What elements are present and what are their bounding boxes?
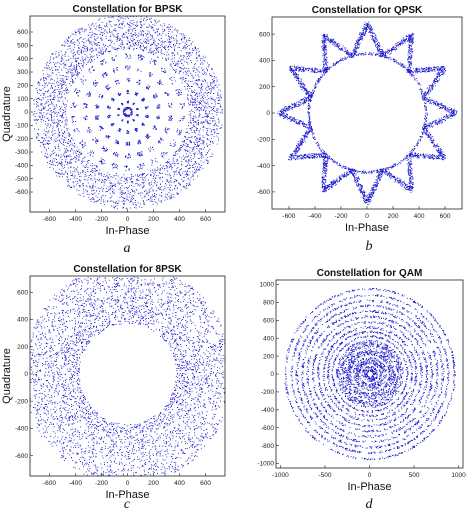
point-cloud bbox=[32, 16, 223, 210]
y-tick-label: -300 bbox=[15, 149, 28, 156]
y-tick-label: -200 bbox=[261, 389, 274, 396]
x-tick-label: 500 bbox=[409, 472, 420, 479]
y-tick-label: 0 bbox=[24, 109, 28, 116]
x-tick-label: 400 bbox=[174, 480, 185, 487]
x-axis-label: In-Phase bbox=[345, 222, 389, 234]
y-tick-label: 600 bbox=[17, 290, 28, 297]
y-tick-label: -400 bbox=[261, 407, 274, 414]
y-tick-label: 400 bbox=[259, 58, 270, 65]
x-tick-label: -200 bbox=[95, 480, 108, 487]
x-tick-label: 1000 bbox=[451, 472, 466, 479]
x-tick-label: 0 bbox=[126, 216, 130, 223]
data-points bbox=[32, 16, 223, 210]
x-tick-label: -600 bbox=[282, 213, 295, 220]
y-tick-label: 300 bbox=[17, 69, 28, 76]
chart-panel-2: -600 -400 -200 0 200 400 600 -600 -400 -200 0 200 40… bbox=[257, 5, 463, 254]
panel-letter: b bbox=[366, 239, 373, 254]
x-tick-label: 200 bbox=[148, 480, 159, 487]
point-cloud bbox=[277, 21, 458, 205]
x-tick-label: -500 bbox=[318, 472, 331, 479]
y-tick-label: 400 bbox=[17, 317, 28, 324]
y-tick-label: -200 bbox=[15, 398, 28, 405]
y-tick-label: -500 bbox=[15, 176, 28, 183]
y-tick-label: -100 bbox=[15, 123, 28, 130]
y-tick-label: -600 bbox=[15, 453, 28, 460]
x-tick-label: -1000 bbox=[272, 472, 289, 479]
y-tick-label: 400 bbox=[17, 56, 28, 63]
y-tick-label: -800 bbox=[261, 443, 274, 450]
x-tick-label: -200 bbox=[95, 216, 108, 223]
y-tick-label: 0 bbox=[266, 110, 270, 117]
plot-frame bbox=[271, 16, 463, 210]
y-tick-label: 200 bbox=[17, 344, 28, 351]
panel-letter: a bbox=[124, 241, 131, 256]
chart-panel-4: -1000 -500 0 500 1000 -1000 -800 -600 -400 -200 0 2… bbox=[257, 268, 466, 512]
panel-letter: d bbox=[366, 497, 374, 512]
x-tick-label: -400 bbox=[69, 480, 82, 487]
y-tick-label: -400 bbox=[15, 426, 28, 433]
chart-panel-1: -600 -400 -200 0 200 400 600 -600 -500 -400 -300 -2… bbox=[1, 4, 226, 256]
y-tick-label: 400 bbox=[263, 335, 274, 342]
x-tick-label: -600 bbox=[43, 480, 56, 487]
x-tick-label: 600 bbox=[200, 480, 211, 487]
x-tick-label: -600 bbox=[43, 216, 56, 223]
y-tick-label: 800 bbox=[263, 300, 274, 307]
x-tick-label: 400 bbox=[174, 216, 185, 223]
y-tick-label: 500 bbox=[17, 43, 28, 50]
x-tick-label: 400 bbox=[414, 213, 425, 220]
chart-title: Constellation for QAM bbox=[317, 268, 423, 279]
x-tick-label: 200 bbox=[148, 216, 159, 223]
y-axis-label: Quadrature bbox=[1, 86, 13, 142]
x-tick-label: -400 bbox=[69, 216, 82, 223]
point-cloud bbox=[30, 276, 225, 476]
y-tick-label: 600 bbox=[263, 317, 274, 324]
chart-title: Constellation for BPSK bbox=[72, 4, 183, 15]
y-tick-label: -600 bbox=[257, 189, 270, 196]
y-axis-label: Quadrature bbox=[1, 348, 13, 404]
y-tick-label: 600 bbox=[17, 29, 28, 36]
y-tick-label: 1000 bbox=[260, 282, 275, 289]
x-tick-label: 600 bbox=[200, 216, 211, 223]
y-tick-label: -200 bbox=[257, 137, 270, 144]
y-tick-label: -1000 bbox=[257, 461, 274, 468]
x-tick-label: 0 bbox=[365, 213, 369, 220]
y-tick-label: 0 bbox=[270, 371, 274, 378]
x-tick-label: -400 bbox=[308, 213, 321, 220]
y-tick-label: 600 bbox=[259, 31, 270, 38]
chart-panel-3: -600 -400 -200 0 200 400 600 -600 -400 -200 0 200 40… bbox=[1, 264, 226, 512]
y-tick-label: -200 bbox=[15, 136, 28, 143]
y-tick-label: 200 bbox=[263, 353, 274, 360]
y-tick-label: 200 bbox=[259, 84, 270, 91]
x-tick-label: 200 bbox=[388, 213, 399, 220]
y-tick-label: 0 bbox=[24, 371, 28, 378]
y-tick-label: -600 bbox=[15, 189, 28, 196]
point-cloud bbox=[284, 287, 456, 461]
panel-letter: c bbox=[124, 497, 131, 512]
y-tick-label: 200 bbox=[17, 83, 28, 90]
chart-title: Constellation for 8PSK bbox=[73, 264, 182, 275]
y-tick-label: -400 bbox=[15, 163, 28, 170]
data-points bbox=[284, 287, 456, 461]
x-tick-label: -200 bbox=[334, 213, 347, 220]
x-axis-label: In-Phase bbox=[105, 489, 149, 501]
y-tick-label: -400 bbox=[257, 163, 270, 170]
y-tick-label: 100 bbox=[17, 96, 28, 103]
x-axis-label: In-Phase bbox=[347, 481, 391, 493]
chart-title: Constellation for QPSK bbox=[312, 5, 423, 16]
plot-frame bbox=[275, 279, 464, 469]
x-tick-label: 600 bbox=[440, 213, 451, 220]
data-points bbox=[30, 276, 225, 476]
y-tick-label: -600 bbox=[261, 425, 274, 432]
data-points bbox=[277, 21, 458, 205]
x-tick-label: 0 bbox=[126, 480, 130, 487]
x-axis-label: In-Phase bbox=[105, 225, 149, 237]
x-tick-label: 0 bbox=[368, 472, 372, 479]
